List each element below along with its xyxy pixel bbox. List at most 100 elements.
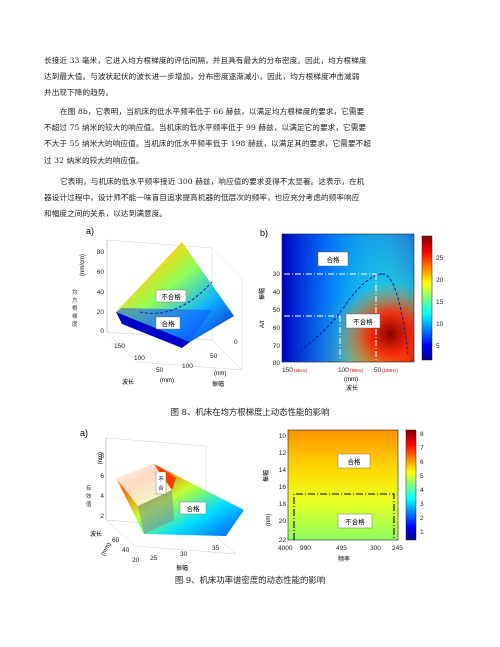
- fig8b-ytick-30: 30: [273, 271, 281, 278]
- fig8b-xtick-100: 100: [338, 367, 349, 374]
- fig8a-amp-label: 振幅: [212, 380, 224, 388]
- fig9b-cbar-8: 8: [420, 431, 424, 438]
- fig9b-contour-map: b) 合格 不合格 10 12 14 16 18 20 22 振幅 (nm) 4…: [262, 429, 424, 563]
- fig8b-cbar-20: 20: [436, 277, 444, 284]
- fig8b-yunit: A/t: [260, 320, 266, 328]
- fig9b-ytick-16: 16: [279, 484, 287, 491]
- fig9b-cbar-2: 2: [420, 515, 424, 522]
- fig9a-wave-tick-60: 60: [112, 537, 120, 544]
- fig9a-wave-label: 波长: [90, 530, 102, 538]
- fig9b-xtick-990: 990: [300, 545, 311, 552]
- fig9-caption: 图 9、机床功率谱密度的动态性能的影响: [174, 575, 326, 585]
- fig9b-xtick-300: 300: [370, 545, 381, 552]
- fig8b-pass-label: 合格: [327, 255, 341, 264]
- fig9a-ztick-8: 8: [100, 453, 104, 460]
- fig8a-zlabel-4: 梯: [72, 312, 78, 320]
- fig9b-cbar-5: 5: [420, 473, 424, 480]
- fig9a-fail-label: 不: [158, 476, 164, 483]
- fig9b-cbar-1: 1: [420, 529, 424, 536]
- fig9a-panel-label: a): [80, 428, 88, 438]
- fig9a-zlabel-2: 效: [86, 492, 92, 500]
- fig9a-amp-tick-35: 35: [212, 545, 220, 552]
- fig8b-xtick-150: 150: [282, 367, 293, 374]
- fig9a-wave-tick-40: 40: [122, 547, 130, 554]
- fig8a-amp-tick-100: 100: [182, 363, 193, 370]
- fig9a-amp-label: 振幅: [176, 564, 188, 572]
- fig9a-wave-tick-20: 20: [132, 557, 140, 564]
- fig9a-surface-plot: a) (nm) 有 效 值 8 6 4 2 不 合 合格 60 40 20 25…: [80, 428, 244, 572]
- fig9b-ytick-22: 22: [279, 537, 287, 544]
- fig8a-amp-unit: (nm): [214, 371, 226, 377]
- fig9a-amp-tick-25: 25: [150, 555, 158, 562]
- paragraph-1: 长接近 33 毫米，它进入均方根梯度的评估间隔，并且具有最大的分布密度。因此，均…: [44, 56, 367, 98]
- fig9b-cbar-3: 3: [420, 501, 424, 508]
- fig8a-wave-tick-150: 150: [114, 343, 125, 350]
- fig8a-zunit: (nm/cm): [80, 254, 86, 276]
- fig9b-ytick-14: 14: [279, 467, 287, 474]
- fig8b-panel-label: b): [260, 228, 268, 238]
- fig9a-zlabel-1: 有: [86, 484, 92, 492]
- fig8a-panel-label: a): [86, 226, 94, 236]
- fig8b-freq-198: (198Hz): [382, 368, 399, 373]
- fig9b-ytick-10: 10: [279, 433, 287, 440]
- fig9b-ytick-12: 12: [279, 450, 287, 457]
- fig8a-ztick-20: 20: [97, 309, 105, 316]
- fig8b-cbar-25: 25: [436, 255, 444, 262]
- fig8b-ytick-80: 80: [273, 360, 281, 367]
- fig9b-ytick-18: 18: [279, 501, 287, 508]
- fig9b-yunit: (nm): [266, 514, 272, 526]
- fig8a-wave-tick-100: 100: [134, 355, 145, 362]
- paragraph-2: 在图 8b，它表明，当机床的低水平频率低于 66 赫兹，以满足均方根梯度的要求，…: [44, 107, 372, 165]
- fig9a-pass-label: 合格: [187, 504, 201, 513]
- fig9b-fail-label: 不合格: [345, 517, 365, 526]
- fig9b-xtick-4000: 4000: [278, 545, 293, 552]
- fig8b-cbar-10: 10: [436, 321, 444, 328]
- fig8a-zlabel-5: 度: [72, 320, 78, 328]
- fig9a-zlabel-3: 值: [86, 500, 92, 508]
- fig8b-ylabel: 振幅: [258, 288, 266, 300]
- fig8a-wave-label: 波长: [122, 378, 134, 386]
- fig8b-freq-99: (99Hz): [350, 368, 364, 373]
- fig8b-ytick-50: 50: [273, 307, 281, 314]
- fig8b-contour-map: b) 合格 不合格 30 40 50 60 70 80 振幅 A/t 150 1…: [258, 228, 444, 392]
- fig8b-cbar-15: 15: [436, 299, 444, 306]
- fig8a-wave-unit: (mm): [160, 378, 174, 384]
- fig9b-pass-label: 合格: [348, 457, 362, 466]
- fig9b-colorbar: [405, 429, 417, 541]
- fig8b-xtick-50: 50: [374, 367, 382, 374]
- fig9b-cbar-6: 6: [420, 459, 424, 466]
- fig8b-cbar-5: 5: [436, 343, 440, 350]
- fig8a-ztick-60: 60: [97, 269, 105, 276]
- fig9a-ztick-4: 4: [100, 493, 104, 500]
- fig9b-cbar-4: 4: [420, 487, 424, 494]
- fig9b-ylabel: 振幅: [262, 470, 270, 482]
- fig9b-cbar-7: 7: [420, 445, 424, 452]
- paragraph-3: 它表明，与机床的低水平频率接近 300 赫兹，响应值的要求变得不太显著。这表示，…: [44, 177, 365, 219]
- fig8a-surface-plot: a) 均 方 根 梯 度 (nm/cm) 80 60 40 20 0 不合格 合…: [72, 226, 243, 388]
- fig8a-zlabel-1: 均: [72, 288, 78, 296]
- fig8a-pass-label: 合格: [162, 319, 176, 328]
- fig9a-wave-unit: (mm): [101, 542, 113, 557]
- fig8b-xlabel: 波长: [346, 384, 358, 392]
- fig9b-xtick-495: 495: [336, 545, 347, 552]
- fig9b-ytick-20: 20: [279, 518, 287, 525]
- svg-text:合: 合: [158, 484, 164, 492]
- fig9b-xtick-245: 245: [392, 545, 403, 552]
- fig8a-ztick-80: 80: [97, 249, 105, 256]
- fig9a-ztick-2: 2: [100, 513, 104, 520]
- fig8b-colorbar: [421, 235, 433, 361]
- fig8b-xunit: (mm): [344, 377, 358, 383]
- fig9a-amp-tick-30: 30: [180, 551, 188, 558]
- fig8a-fail-label: 不合格: [161, 292, 181, 301]
- fig8a-wave-tick-50: 50: [156, 367, 164, 374]
- fig8b-ytick-60: 60: [273, 325, 281, 332]
- fig8a-ztick-0: 0: [100, 328, 104, 335]
- fig8b-fail-label: 不合格: [353, 317, 373, 326]
- fig8a-zlabel-3: 根: [72, 304, 78, 312]
- fig8a-amp-tick-0: 0: [234, 339, 238, 346]
- fig9a-ztick-6: 6: [100, 473, 104, 480]
- fig8b-ytick-70: 70: [273, 343, 281, 350]
- fig8b-freq-66: (66Hz): [294, 368, 308, 373]
- fig8a-zlabel-2: 方: [72, 296, 78, 304]
- fig8b-ytick-40: 40: [273, 289, 281, 296]
